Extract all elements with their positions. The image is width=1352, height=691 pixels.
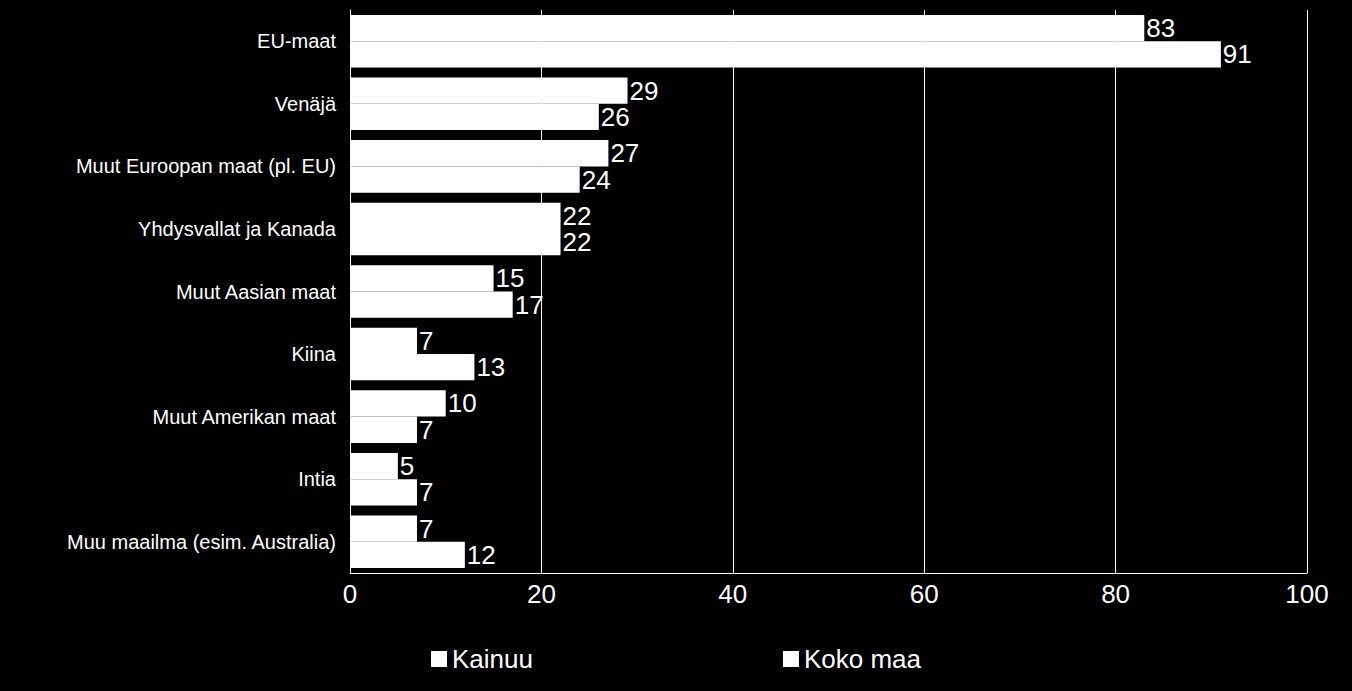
- svg-text:Muut Amerikan maat: Muut Amerikan maat: [153, 406, 337, 428]
- svg-text:Intia: Intia: [298, 468, 337, 490]
- svg-text:91: 91: [1223, 39, 1252, 69]
- svg-text:7: 7: [419, 514, 433, 544]
- svg-text:Muut Aasian maat: Muut Aasian maat: [176, 281, 337, 303]
- svg-text:Koko maa: Koko maa: [804, 644, 922, 674]
- svg-text:20: 20: [527, 579, 556, 609]
- svg-text:80: 80: [1101, 579, 1130, 609]
- svg-text:10: 10: [448, 388, 477, 418]
- svg-text:0: 0: [343, 579, 357, 609]
- svg-text:Muu maailma (esim. Australia): Muu maailma (esim. Australia): [67, 531, 336, 553]
- svg-text:27: 27: [610, 138, 639, 168]
- svg-text:EU-maat: EU-maat: [257, 30, 336, 52]
- svg-text:60: 60: [910, 579, 939, 609]
- svg-text:Muut Euroopan maat (pl. EU): Muut Euroopan maat (pl. EU): [76, 155, 336, 177]
- svg-text:15: 15: [495, 263, 525, 294]
- svg-text:83: 83: [1146, 13, 1175, 43]
- svg-text:29: 29: [630, 76, 659, 106]
- svg-text:7: 7: [419, 477, 433, 507]
- svg-text:17: 17: [515, 290, 544, 320]
- svg-text:Venäjä: Venäjä: [275, 93, 337, 115]
- svg-text:Kainuu: Kainuu: [452, 644, 533, 674]
- svg-text:24: 24: [582, 165, 611, 195]
- svg-text:22: 22: [562, 200, 592, 231]
- svg-text:26: 26: [601, 102, 630, 132]
- svg-text:13: 13: [476, 352, 505, 382]
- svg-text:Yhdysvallat ja Kanada: Yhdysvallat ja Kanada: [138, 218, 337, 240]
- svg-text:40: 40: [718, 579, 747, 609]
- svg-text:7: 7: [419, 326, 433, 356]
- svg-text:Kiina: Kiina: [292, 343, 337, 365]
- svg-text:12: 12: [467, 540, 496, 570]
- svg-text:7: 7: [419, 415, 433, 445]
- svg-text:100: 100: [1285, 579, 1328, 609]
- svg-text:22: 22: [563, 227, 592, 257]
- svg-text:5: 5: [400, 451, 414, 481]
